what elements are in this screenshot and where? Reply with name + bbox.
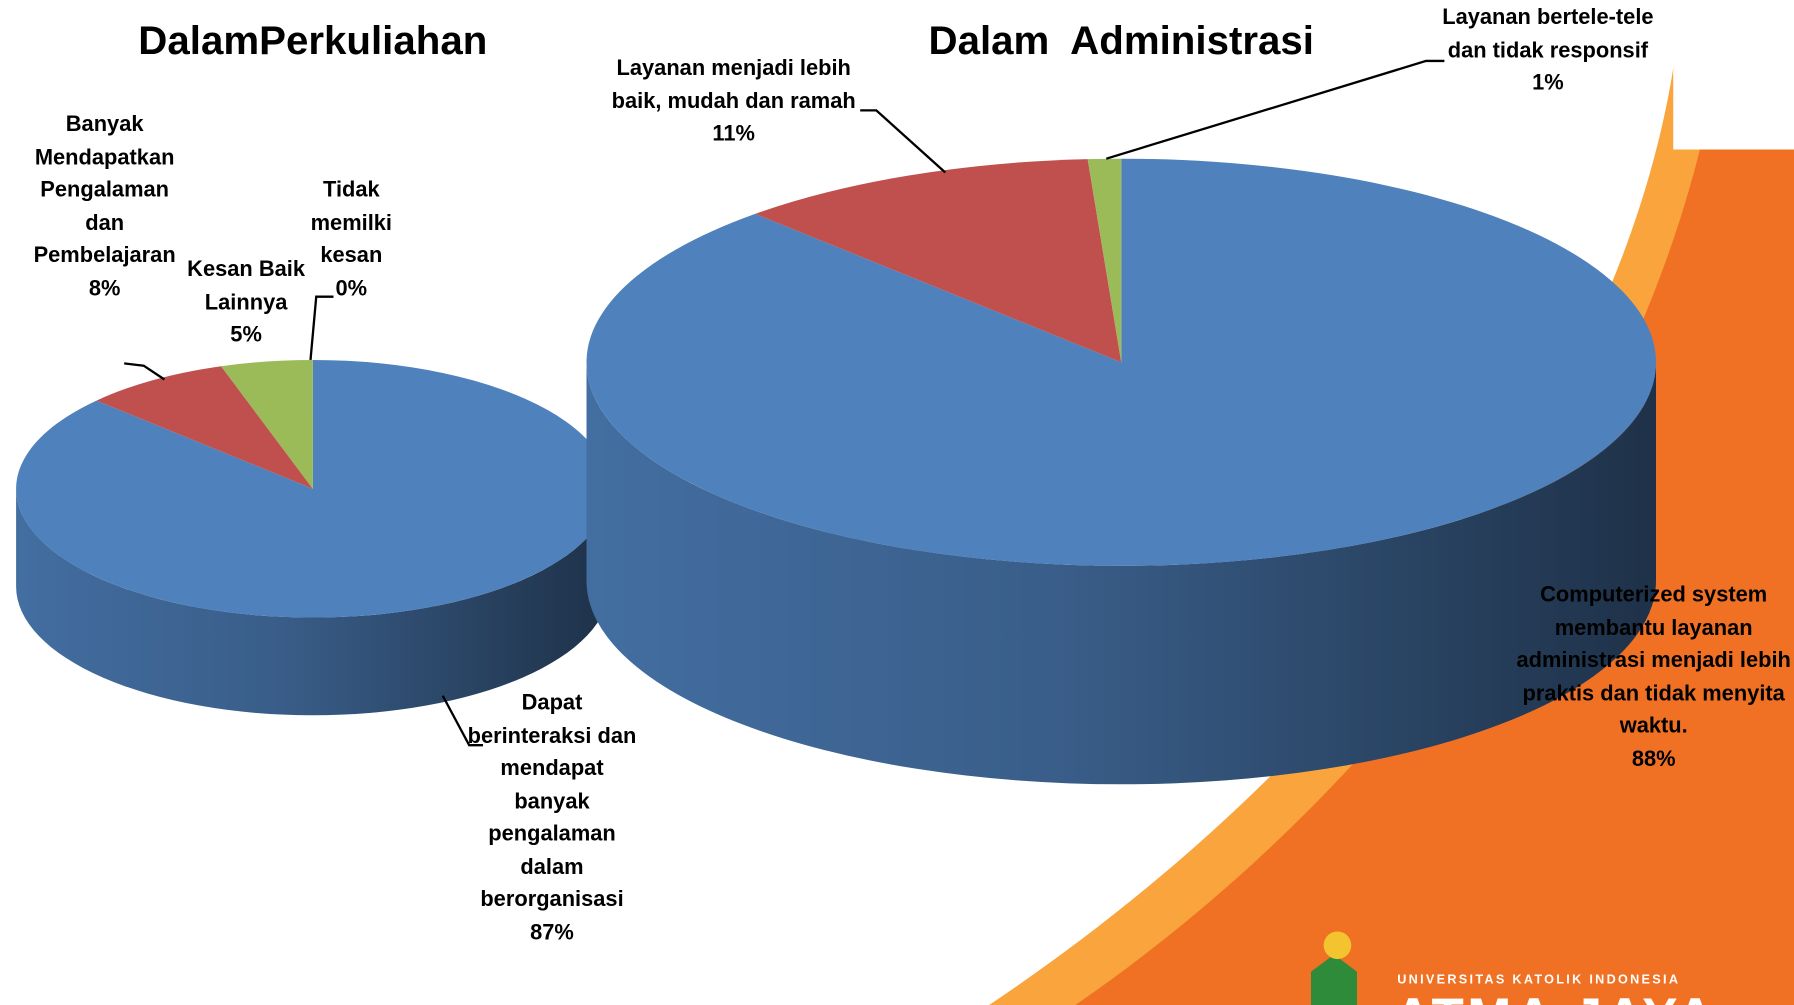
slice-name: Banyak Mendapatkan Pengalaman dan Pembel… — [30, 109, 180, 273]
leader-line — [860, 110, 945, 172]
logo-emblem-top — [1324, 932, 1352, 960]
slice-value: 0% — [297, 273, 406, 306]
slice-value: 88% — [1516, 743, 1792, 776]
slice-name: Kesan Baik Lainnya — [178, 254, 314, 320]
slice-value: 1% — [1421, 68, 1674, 101]
leader-line — [1106, 61, 1444, 159]
label-backdrop — [1673, 0, 1794, 150]
slice-name: Tidak memilki kesan — [297, 175, 406, 273]
chart-title: Dalam Administrasi — [834, 18, 1409, 64]
logo-name: ATMA JAYA — [1394, 988, 1718, 1005]
slice-value: 5% — [178, 320, 314, 353]
slice-label: Layanan menjadi lebih baik, mudah dan ra… — [598, 53, 869, 151]
slice-label: Layanan bertele-tele dan tidak responsif… — [1421, 2, 1674, 100]
slide-graphics: UNIVERSITAS KATOLIK INDONESIA ATMA JAYA — [0, 0, 1794, 1005]
slice-label: Banyak Mendapatkan Pengalaman dan Pembel… — [30, 109, 180, 306]
slice-name: Dapat berinteraksi dan mendapat banyak p… — [460, 688, 644, 917]
slice-name: Layanan bertele-tele dan tidak responsif — [1421, 2, 1674, 68]
slice-name: Layanan menjadi lebih baik, mudah dan ra… — [598, 53, 869, 119]
slice-name: Computerized system membantu layanan adm… — [1516, 580, 1792, 744]
slice-label: Dapat berinteraksi dan mendapat banyak p… — [460, 688, 644, 950]
slice-value: 87% — [460, 917, 644, 950]
slide: UNIVERSITAS KATOLIK INDONESIA ATMA JAYA … — [0, 0, 1794, 1005]
leader-line — [124, 363, 164, 379]
chart-title: DalamPerkuliahan — [71, 18, 554, 64]
slice-value: 8% — [30, 273, 180, 306]
logo-subtitle: UNIVERSITAS KATOLIK INDONESIA — [1397, 972, 1680, 986]
slice-value: 11% — [598, 118, 869, 151]
slice-label: Computerized system membantu layanan adm… — [1516, 580, 1792, 777]
